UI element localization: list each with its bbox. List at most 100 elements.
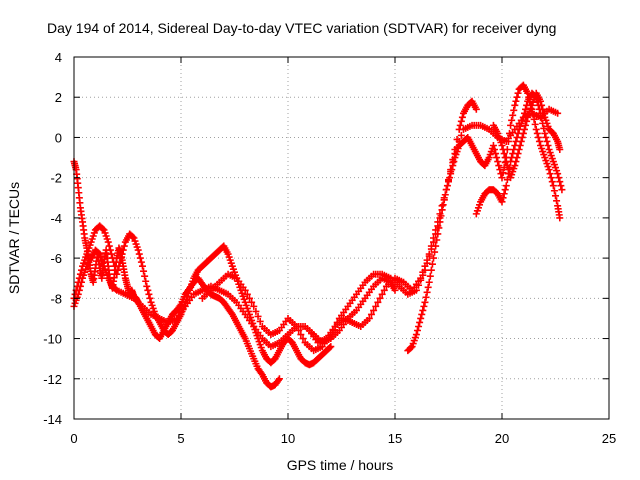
data-point-interp: [548, 178, 556, 186]
data-point-interp: [129, 233, 137, 241]
data-point: [104, 238, 112, 246]
data-point-interp: [501, 186, 509, 194]
data-point-interp: [252, 307, 260, 315]
data-point-interp: [299, 335, 307, 343]
data-point-interp: [435, 224, 443, 232]
data-point-interp: [443, 182, 451, 190]
data-point-interp: [421, 262, 429, 270]
data-point-interp: [141, 272, 149, 280]
data-point-interp: [448, 166, 456, 174]
y-tick-label: 0: [55, 130, 62, 145]
data-point: [438, 206, 446, 214]
data-point-interp: [115, 262, 123, 270]
data-point: [421, 298, 429, 306]
plot-frame: [73, 56, 610, 420]
data-point-interp: [517, 137, 525, 145]
data-point-interp: [95, 249, 103, 257]
data-point-interp: [423, 288, 431, 296]
y-tick-label: -6: [50, 251, 62, 266]
data-point-interp: [419, 306, 427, 314]
x-tick-label: 10: [281, 431, 295, 446]
data-point: [442, 186, 450, 194]
data-point: [556, 146, 564, 154]
data-point: [494, 158, 502, 166]
data-point-interp: [533, 129, 541, 137]
y-tick-label: -14: [43, 412, 62, 427]
data-point-interp: [120, 242, 128, 250]
data-point-interp: [535, 137, 543, 145]
data-point: [545, 166, 553, 174]
data-point: [365, 314, 373, 322]
y-tick-label: 2: [55, 90, 62, 105]
data-point-interp: [431, 248, 439, 256]
data-point-interp: [274, 376, 282, 384]
data-point-interp: [512, 158, 520, 166]
data-point-interp: [534, 133, 542, 141]
x-tick-label: 15: [388, 431, 402, 446]
data-point: [391, 286, 399, 294]
data-point: [554, 170, 562, 178]
data-point-interp: [137, 258, 145, 266]
data-point-interp: [540, 124, 548, 132]
y-tick-label: -4: [50, 211, 62, 226]
data-point-interp: [530, 115, 538, 123]
data-point: [511, 162, 519, 170]
data-point-interp: [445, 178, 452, 186]
y-tick-label: 4: [55, 50, 62, 65]
data-point-interp: [544, 141, 552, 149]
data-point: [417, 314, 425, 322]
data-point-interp: [416, 318, 424, 326]
data-point-interp: [553, 197, 561, 205]
data-point-interp: [144, 286, 152, 294]
data-point-interp: [499, 194, 507, 202]
data-point-interp: [256, 317, 264, 325]
y-tick-label: -12: [43, 372, 62, 387]
label-layer: 0 5 10 15 20 25 -14 -12 -10 -8 -6 -4 -2 0 2 4: [43, 50, 616, 446]
data-point-interp: [378, 290, 386, 298]
data-point-interp: [439, 201, 447, 209]
data-point-interp: [243, 290, 251, 298]
data-point: [74, 290, 82, 298]
data-point-interp: [457, 117, 465, 125]
data-point-interp: [433, 236, 441, 244]
data-point-interp: [77, 278, 85, 286]
data-point: [425, 250, 433, 258]
data-point-interp: [456, 121, 464, 129]
data-point-interp: [423, 256, 431, 264]
data-point: [554, 109, 562, 117]
data-point-interp: [505, 129, 513, 137]
data-point-interp: [513, 154, 521, 162]
y-tick-label: -2: [50, 171, 62, 186]
data-point: [374, 298, 382, 306]
data-point-interp: [424, 283, 432, 291]
data-point: [537, 97, 545, 105]
data-point-interp: [547, 174, 555, 182]
data-point-interp: [499, 169, 507, 177]
data-point-interp: [520, 109, 528, 117]
data-point: [113, 270, 121, 278]
data-point: [425, 278, 433, 286]
data-point-interp: [418, 310, 426, 318]
data-point-interp: [531, 120, 539, 128]
data-point-interp: [518, 133, 526, 141]
data-point-interp: [257, 369, 265, 377]
data-point-interp: [508, 116, 516, 124]
data-point-interp: [457, 131, 465, 139]
data-point-interp: [295, 327, 303, 335]
data-point-interp: [491, 146, 499, 154]
data-point-interp: [492, 150, 500, 158]
data-point-interp: [415, 322, 423, 330]
data-point-interp: [538, 101, 546, 109]
data-point: [293, 322, 301, 330]
y-tick-label: -8: [50, 291, 62, 306]
data-point: [532, 125, 540, 133]
grid-layer: [74, 57, 609, 419]
data-point: [472, 105, 480, 113]
y-tick-label: -10: [43, 332, 62, 347]
data-point-interp: [500, 150, 508, 158]
data-point: [109, 254, 117, 262]
data-point-interp: [542, 133, 550, 141]
data-point-interp: [550, 187, 558, 195]
data-point: [558, 186, 566, 194]
